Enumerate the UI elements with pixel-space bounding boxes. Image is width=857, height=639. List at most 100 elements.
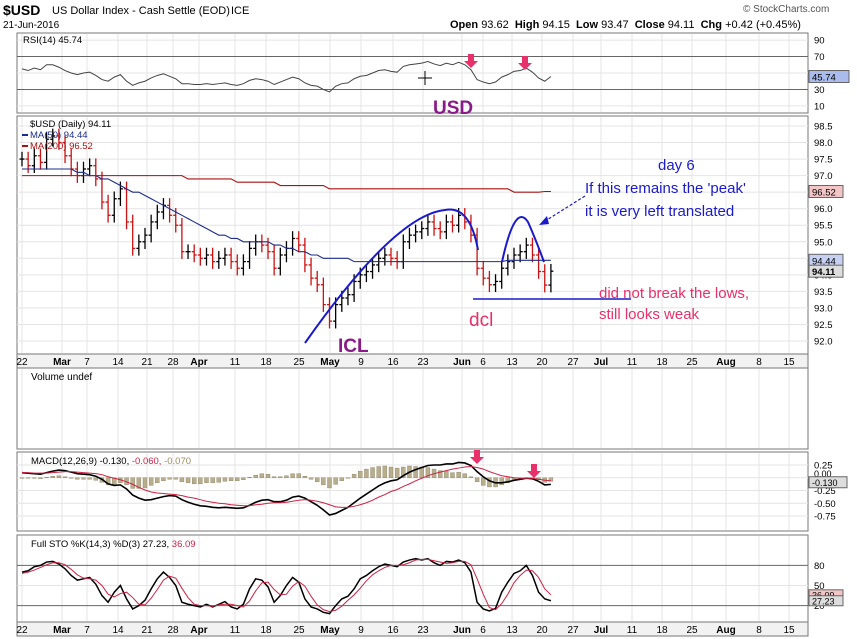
macd-histogram-bar xyxy=(228,477,234,482)
high-value: 94.15 xyxy=(542,19,570,31)
price-tick-label: 92.5 xyxy=(814,320,833,331)
x-tick-label: 6 xyxy=(480,357,486,368)
macd-histogram-bar xyxy=(68,477,74,479)
icl-annotation: ICL xyxy=(338,336,369,357)
macd-marker-value: -0.130 xyxy=(812,478,838,488)
macd-histogram-bar xyxy=(351,473,357,478)
x-tick-label: 23 xyxy=(417,357,429,368)
rsi-tick-label: 70 xyxy=(814,52,825,63)
macd-histogram-bar xyxy=(198,477,203,485)
macd-histogram-bar xyxy=(247,477,252,478)
x-tick-label: 8 xyxy=(756,625,762,636)
macd-histogram-bar xyxy=(44,477,49,478)
macd-histogram-bar xyxy=(216,477,222,483)
macd-line xyxy=(21,461,551,516)
cycle-arc-2 xyxy=(501,216,545,263)
price-tick-label: 95.5 xyxy=(814,221,833,232)
x-tick-label: 18 xyxy=(656,357,668,368)
peak-annotation-line1: If this remains the 'peak' xyxy=(585,180,746,197)
macd-histogram-bar xyxy=(364,468,369,478)
macd-histogram-bar xyxy=(81,477,86,480)
macd-marker-box xyxy=(808,476,848,489)
price-tick-label: 93.5 xyxy=(814,287,833,298)
macd-histogram-bar xyxy=(382,465,388,478)
macd-tick-label: 0.25 xyxy=(814,461,833,472)
x-tick-label: 25 xyxy=(686,357,698,368)
x-tick-label: Jun xyxy=(453,625,471,636)
ma200-value-box-text: 96.52 xyxy=(812,187,836,198)
x-tick-label: May xyxy=(320,357,340,368)
x-tick-label: 28 xyxy=(167,625,179,636)
macd-histogram-bar xyxy=(450,472,455,478)
ma50-legend: MA(50) 94.44 xyxy=(30,130,88,141)
volume-label: Volume undef xyxy=(31,372,92,383)
macd-histogram-bar xyxy=(284,475,289,478)
x-tick-label: 27 xyxy=(567,357,579,368)
x-tick-label: 7 xyxy=(84,625,90,636)
macd-histogram-bar xyxy=(253,475,258,478)
x-tick-label: 14 xyxy=(112,625,124,636)
low-value: 93.47 xyxy=(601,19,629,31)
price-tick-label: 95.0 xyxy=(814,237,833,248)
price-tick-label: 92.0 xyxy=(814,337,833,348)
macd-histogram-bar xyxy=(173,477,178,480)
macd-peak-arrow-2 xyxy=(527,464,541,478)
macd-histogram-bar xyxy=(505,477,511,484)
x-axis-band-2 xyxy=(16,621,809,637)
symbol: $USD xyxy=(3,2,41,18)
macd-histogram-bar xyxy=(191,477,197,485)
x-tick-label: 16 xyxy=(387,357,399,368)
macd-histogram-bar xyxy=(474,477,480,483)
peak-pointer xyxy=(541,195,586,224)
macd-histogram-bar xyxy=(462,473,467,478)
x-tick-label: 6 xyxy=(480,625,486,636)
macd-histogram-bar xyxy=(25,477,31,479)
macd-histogram-bar xyxy=(222,477,228,482)
macd-histogram-bar xyxy=(265,473,271,478)
macd-histogram-bar xyxy=(259,473,265,478)
macd-histogram-bar xyxy=(413,466,418,478)
x-tick-label: 11 xyxy=(230,357,241,368)
macd-histogram-bar xyxy=(136,477,142,489)
stockcharts-watermark: © StockCharts.com xyxy=(743,4,830,15)
vol-panel-frame xyxy=(16,367,809,450)
macd-histogram-bar xyxy=(185,477,191,484)
macd-histogram-bar xyxy=(315,477,320,483)
x-tick-label: 15 xyxy=(783,357,795,368)
macd-histogram-bar xyxy=(425,467,431,478)
peak-annotation-line2: it is very left translated xyxy=(585,203,734,220)
macd-histogram-bar xyxy=(468,476,474,478)
price-tick-label: 97.5 xyxy=(814,155,833,166)
macd-peak-arrow-1 xyxy=(470,450,484,464)
rsi-peak-arrow-1 xyxy=(464,54,478,68)
macd-histogram-bar xyxy=(142,477,148,489)
index-name: US Dollar Index - Cash Settle (EOD) xyxy=(52,5,230,17)
x-tick-label: 18 xyxy=(656,625,668,636)
price-tick-label: 97.0 xyxy=(814,171,833,182)
macd-histogram-bar xyxy=(345,477,351,479)
x-tick-label: 14 xyxy=(112,357,124,368)
sto-d-line xyxy=(21,558,552,613)
macd-histogram-bar xyxy=(19,477,25,479)
macd-histogram-bar xyxy=(278,476,283,478)
ma200-line xyxy=(22,175,551,193)
ma50-value-box-text: 94.44 xyxy=(812,256,836,267)
macd-histogram-bar xyxy=(50,476,55,478)
macd-histogram-bar xyxy=(235,477,240,482)
x-tick-label: 16 xyxy=(387,625,399,636)
x-tick-label: 7 xyxy=(84,357,90,368)
rsi-label: RSI(14) 45.74 xyxy=(23,35,82,46)
macd-legend: MACD(12,26,9) -0.130, -0.060, -0.070 xyxy=(31,456,191,467)
rsi-value-box xyxy=(808,70,850,84)
rsi-peak-arrow-2 xyxy=(518,56,532,70)
macd-histogram-bar xyxy=(438,470,443,478)
price-tick-label: 98.0 xyxy=(814,138,833,149)
price-tick-label: 98.5 xyxy=(814,122,833,133)
x-tick-label: 18 xyxy=(260,625,272,636)
macd-histogram-bar xyxy=(487,477,492,488)
macd-histogram-bar xyxy=(130,477,135,489)
x-tick-label: Apr xyxy=(190,357,207,368)
macd-histogram-bar xyxy=(167,477,172,480)
x-tick-label: 25 xyxy=(686,625,698,636)
sto-panel-frame xyxy=(16,534,809,623)
